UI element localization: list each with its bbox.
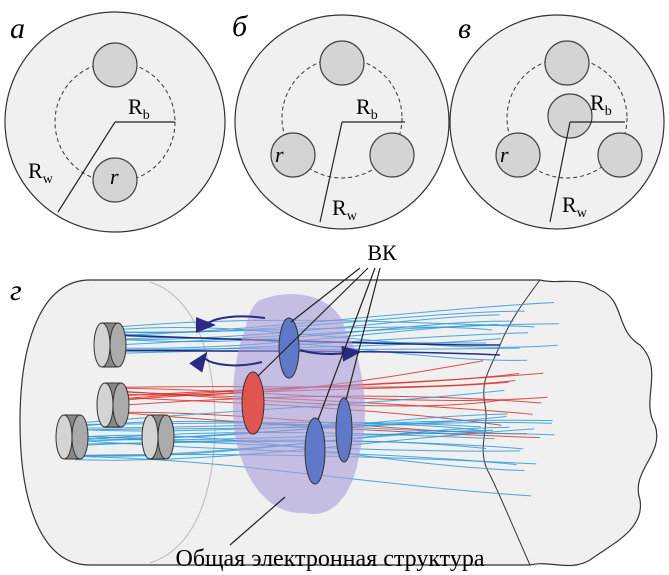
panel-label: в — [458, 12, 471, 45]
disc-front — [56, 415, 72, 459]
vortex — [320, 41, 364, 85]
panel-c: в Rb Rw r — [450, 12, 664, 229]
vortex-core — [279, 318, 299, 378]
vortex — [545, 41, 589, 85]
vortex-core — [336, 398, 352, 462]
caption: Общая электронная структура — [176, 546, 485, 572]
panel-label: б — [232, 10, 248, 43]
disc-front — [97, 383, 113, 427]
disc-back — [113, 383, 129, 427]
figure: а Rb Rw r б Rb Rw r в Rb Rw r г — [0, 0, 669, 575]
vortex — [598, 133, 642, 177]
vortex — [548, 94, 592, 138]
r-label: r — [275, 142, 284, 167]
panel-label: а — [10, 12, 25, 45]
r-label: r — [500, 142, 509, 167]
disc-back — [158, 415, 174, 459]
callout-label: ВК — [367, 240, 397, 265]
disc-back — [72, 415, 88, 459]
vortex-core — [305, 418, 325, 484]
disc-front — [142, 415, 158, 459]
disc-front — [94, 323, 110, 367]
disc-back — [110, 323, 126, 367]
panel-label: г — [10, 274, 22, 307]
vortex-core — [242, 372, 264, 434]
vortex — [93, 43, 137, 87]
r-label: r — [110, 164, 119, 189]
panel-b: б Rb Rw r — [232, 10, 449, 229]
vortex — [370, 133, 414, 177]
panel-d: г ВК Общая электронная структура — [10, 240, 657, 572]
panel-a: а Rb Rw r — [5, 12, 225, 232]
